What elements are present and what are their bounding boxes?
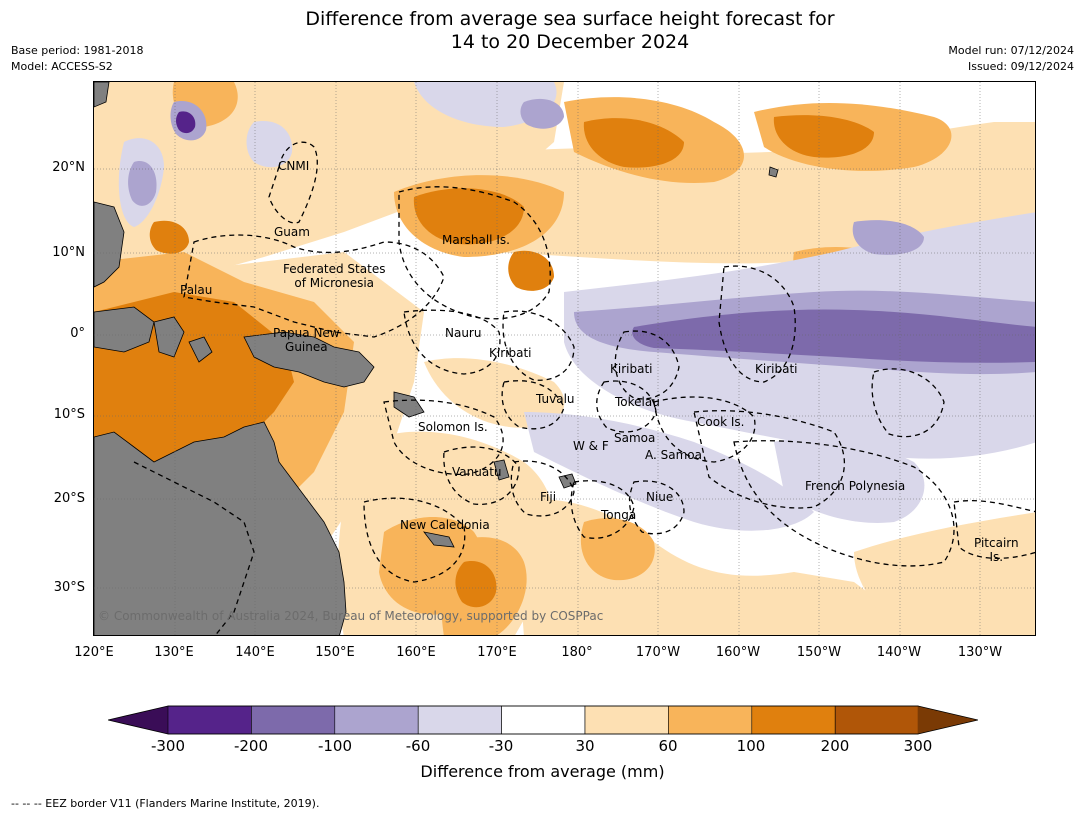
- place-label-tokelau: Tokelau: [615, 395, 660, 409]
- y-tick-10n: 10°N: [52, 245, 85, 260]
- x-tick-160w: 160°W: [715, 645, 761, 660]
- graticule: [94, 82, 1035, 635]
- place-label-french-polynesia: French Polynesia: [805, 479, 906, 493]
- place-label-american-samoa: A. Samoa: [645, 448, 702, 462]
- colorbar-tick: 300: [903, 737, 933, 755]
- new-guinea-land: [243, 331, 375, 388]
- colorbar-swatch: [251, 705, 336, 735]
- place-label-tuvalu: Tuvalu: [536, 392, 575, 406]
- colorbar-swatch: [584, 705, 669, 735]
- colorbar-tick: -100: [317, 737, 353, 755]
- place-label-kiribati-central: Kiribati: [610, 362, 653, 376]
- philippines-land: [94, 201, 125, 288]
- place-label-cnmi: CNMI: [278, 159, 310, 173]
- place-label-nauru: Nauru: [445, 326, 482, 340]
- place-label-new-caledonia: New Caledonia: [400, 518, 490, 532]
- colorbar-swatch: [167, 705, 252, 735]
- place-label-pitcairn: Pitcairn Is.: [974, 536, 1019, 564]
- x-tick-120e: 120°E: [74, 645, 114, 660]
- x-tick-140e: 140°E: [235, 645, 275, 660]
- copyright-notice: © Commonwealth of Australia 2024, Bureau…: [98, 609, 604, 623]
- eez-footnote: -- -- -- EEZ border V11 (Flanders Marine…: [11, 797, 320, 810]
- base-period-label: Base period: 1981-2018: [11, 44, 144, 57]
- landmasses: [94, 82, 779, 635]
- place-label-marshall: Marshall Is.: [442, 233, 510, 247]
- x-tick-150w: 150°W: [796, 645, 842, 660]
- eez-borders: [133, 141, 1035, 635]
- sea-height-map: [93, 81, 1036, 636]
- vanuatu-land: [493, 459, 510, 481]
- x-tick-170e: 170°E: [477, 645, 517, 660]
- colorbar-extend-low: [108, 706, 168, 734]
- place-label-png: Papua New Guinea: [273, 326, 340, 354]
- colorbar-label: Difference from average (mm): [420, 762, 665, 781]
- halmahera-land: [188, 336, 213, 363]
- sulawesi-land: [153, 316, 185, 358]
- colorbar-swatch: [501, 705, 586, 735]
- x-tick-170w: 170°W: [635, 645, 681, 660]
- taiwan-land: [94, 82, 110, 108]
- place-label-wallis-futuna: W & F: [573, 439, 609, 453]
- place-label-vanuatu: Vanuatu: [452, 465, 502, 479]
- colorbar-tick: 100: [736, 737, 766, 755]
- x-tick-150e: 150°E: [315, 645, 355, 660]
- colorbar-swatch: [751, 705, 836, 735]
- meta-right: Model run: 07/12/2024 Issued: 09/12/2024: [948, 43, 1074, 75]
- colorbar-tick: -200: [233, 737, 269, 755]
- colorbar-tick: -60: [405, 737, 431, 755]
- x-tick-180: 180°: [561, 645, 593, 660]
- x-tick-160e: 160°E: [396, 645, 436, 660]
- place-label-kiribati-east: Kiribati: [755, 362, 798, 376]
- map-title: Difference from average sea surface heig…: [305, 8, 835, 53]
- place-label-kiribati-west: Kiribati: [489, 346, 532, 360]
- x-tick-130e: 130°E: [154, 645, 194, 660]
- place-label-guam: Guam: [274, 225, 310, 239]
- y-tick-10s: 10°S: [53, 407, 85, 422]
- australia-land: [94, 421, 347, 635]
- x-tick-140w: 140°W: [876, 645, 922, 660]
- colorbar-extend-high: [918, 706, 978, 734]
- map-canvas: [94, 82, 1035, 635]
- place-label-tonga: Tonga: [601, 508, 637, 522]
- place-label-palau: Palau: [180, 283, 213, 297]
- meta-left: Base period: 1981-2018 Model: ACCESS-S2: [11, 43, 143, 75]
- colorbar-tick: -300: [150, 737, 186, 755]
- solomon-land: [393, 391, 425, 418]
- colorbar-tick: 60: [658, 737, 678, 755]
- y-tick-0: 0°: [70, 326, 85, 341]
- y-tick-20s: 20°S: [53, 491, 85, 506]
- borneo-land: [94, 306, 155, 353]
- place-label-niue: Niue: [646, 490, 674, 504]
- model-label: Model: ACCESS-S2: [11, 60, 113, 73]
- colorbar-swatch: [668, 705, 753, 735]
- colorbar-swatch: [334, 705, 419, 735]
- new-caledonia-land: [423, 531, 455, 548]
- y-tick-20n: 20°N: [52, 160, 85, 175]
- model-run-label: Model run: 07/12/2024: [948, 44, 1074, 57]
- colorbar-tick: 200: [820, 737, 850, 755]
- colorbar-swatch: [834, 705, 919, 735]
- colorbar: [108, 705, 978, 735]
- place-label-fiji: Fiji: [540, 490, 557, 504]
- colorbar-swatch: [417, 705, 502, 735]
- place-label-fsm: Federated States of Micronesia: [283, 262, 386, 290]
- x-tick-130w: 130°W: [957, 645, 1003, 660]
- issued-label: Issued: 09/12/2024: [967, 60, 1074, 73]
- y-tick-30s: 30°S: [53, 580, 85, 595]
- place-label-cook: Cook Is.: [697, 415, 745, 429]
- place-label-samoa: Samoa: [614, 431, 656, 445]
- place-label-solomon: Solomon Is.: [418, 420, 488, 434]
- colorbar-tick: -30: [488, 737, 514, 755]
- colorbar-tick: 30: [575, 737, 595, 755]
